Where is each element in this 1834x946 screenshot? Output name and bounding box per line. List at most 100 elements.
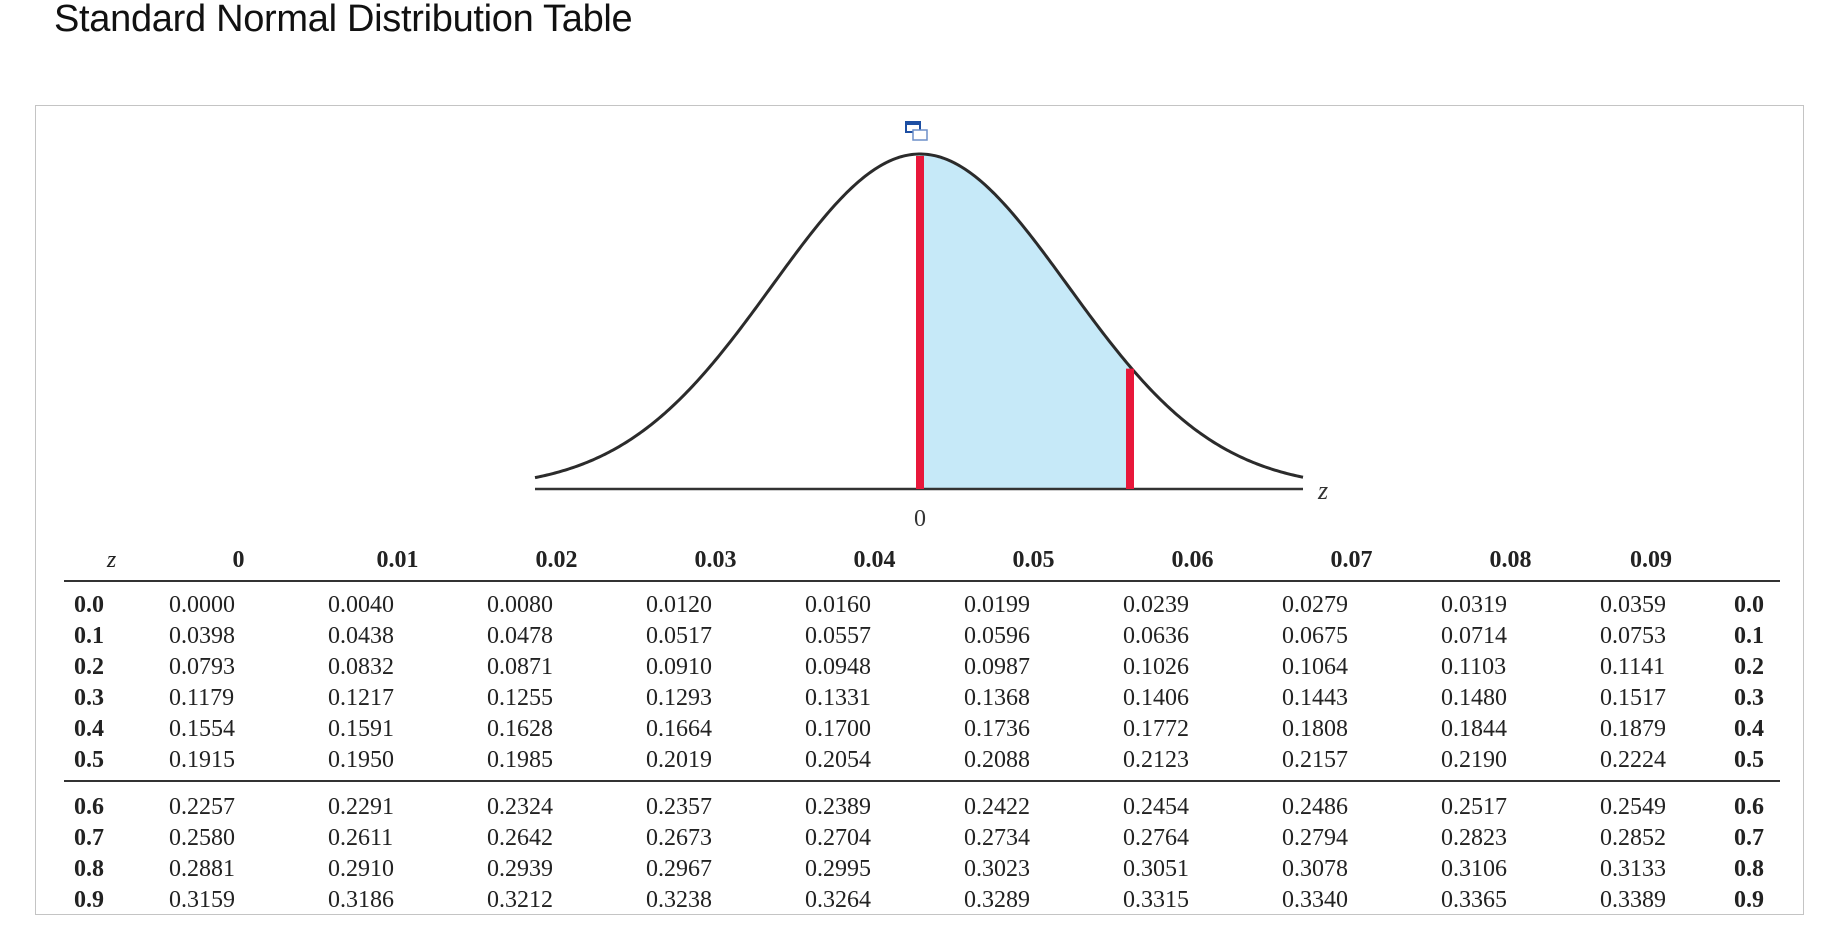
table-cell: 0.2704 [805,825,871,851]
table-cell: 0.2764 [1123,825,1189,851]
table-cell: 0.0793 [169,654,235,680]
table-cell: 0.1736 [964,716,1030,742]
table-cell: 0.2054 [795,745,954,782]
table-cell: 0.2324 [487,794,553,820]
table-row: 0.9 0.3159 0.3186 0.3212 0.3238 0.3264 0.3289 0… [64,885,1780,916]
table-cell: 0.2939 [487,856,553,882]
table-cell: 0.1950 [318,745,477,782]
table-cell: 0.3238 [646,887,712,913]
row-z-label: 0.1 [74,623,104,649]
table-cell: 0.0557 [805,623,871,649]
table-cell: 0.0080 [487,592,553,618]
column-header: 0.08 [1489,547,1532,573]
row-z-label-right: 0.8 [1734,856,1764,882]
table-cell: 0.2967 [646,856,712,882]
table-cell: 0.3340 [1282,887,1348,913]
table-cell: 0.0636 [1123,623,1189,649]
column-header: 0.02 [535,547,578,573]
table-cell: 0.1217 [328,685,394,711]
table-cell: 0.2422 [964,794,1030,820]
table-row: 0.0 0.0000 0.0040 0.0080 0.0120 0.0160 0.0199 0… [64,581,1780,621]
table-cell: 0.0478 [487,623,553,649]
table-cell: 0.3133 [1600,856,1666,882]
table-cell: 0.2486 [1282,794,1348,820]
table-cell: 0.2190 [1431,745,1590,782]
row-z-label: 0.2 [74,654,104,680]
table-cell: 0.1141 [1600,654,1666,680]
table-cell: 0.0359 [1600,592,1666,618]
row-z-label: 0.9 [74,887,104,913]
table-cell: 0.2910 [328,856,394,882]
table-row: 0.5 0.1915 0.1950 0.1985 0.2019 0.2054 0.2088 0… [64,745,1780,782]
row-z-label-right: 0.7 [1734,825,1764,851]
table-cell: 0.0871 [487,654,553,680]
table-cell: 0.2157 [1272,745,1431,782]
table-cell: 0.1628 [487,716,553,742]
z-table: z 0 0.01 0.02 0.03 0.04 0.05 0.06 0.07 0… [64,540,1780,916]
table-cell: 0.0596 [964,623,1030,649]
table-cell: 0.2673 [646,825,712,851]
table-cell: 0.3186 [328,887,394,913]
table-cell: 0.2088 [954,745,1113,782]
table-cell: 0.1517 [1600,685,1666,711]
table-cell: 0.2734 [964,825,1030,851]
table-cell: 0.0040 [328,592,394,618]
table-cell: 0.0000 [169,592,235,618]
table-cell: 0.1772 [1123,716,1189,742]
table-cell: 0.0714 [1441,623,1507,649]
shaded-area [920,154,1130,489]
table-cell: 0.2454 [1123,794,1189,820]
table-cell: 0.0948 [805,654,871,680]
table-cell: 0.1103 [1441,654,1507,680]
table-row: 0.3 0.1179 0.1217 0.1255 0.1293 0.1331 0.1368 0… [64,683,1780,714]
row-z-label: 0.4 [74,716,104,742]
table-cell: 0.0160 [805,592,871,618]
mean-label: 0 [914,506,926,532]
column-header: 0.09 [1630,547,1672,573]
table-cell: 0.3212 [487,887,553,913]
table-cell: 0.3023 [964,856,1030,882]
table-cell: 0.3264 [805,887,871,913]
normal-curve-figure: z 0 [534,152,1328,532]
table-cell: 0.2794 [1282,825,1348,851]
table-cell: 0.1808 [1282,716,1348,742]
table-cell: 0.1255 [487,685,553,711]
table-cell: 0.1406 [1123,685,1189,711]
column-header: 0.07 [1330,547,1373,573]
table-cell: 0.2224 [1590,745,1712,782]
table-cell: 0.2580 [169,825,235,851]
table-cell: 0.0910 [646,654,712,680]
table-cell: 0.1443 [1282,685,1348,711]
table-cell: 0.1985 [477,745,636,782]
column-header: 0 [232,547,245,573]
table-cell: 0.1026 [1123,654,1189,680]
table-cell: 0.1915 [159,745,318,782]
table-cell: 0.1664 [646,716,712,742]
table-cell: 0.2257 [169,794,235,820]
table-cell: 0.2019 [636,745,795,782]
table-cell: 0.2995 [805,856,871,882]
table-cell: 0.3315 [1123,887,1189,913]
table-cell: 0.1331 [805,685,871,711]
table-cell: 0.0675 [1282,623,1348,649]
table-cell: 0.0199 [964,592,1030,618]
table-cell: 0.3389 [1600,887,1666,913]
table-row: 0.8 0.2881 0.2910 0.2939 0.2967 0.2995 0.3023 0… [64,854,1780,885]
table-cell: 0.1591 [328,716,394,742]
table-cell: 0.3289 [964,887,1030,913]
table-cell: 0.2291 [328,794,394,820]
table-cell: 0.1844 [1441,716,1507,742]
table-cell: 0.3159 [169,887,235,913]
expand-image-icon[interactable] [905,121,929,143]
row-z-label-right: 0.2 [1734,654,1764,680]
table-cell: 0.2517 [1441,794,1507,820]
table-cell: 0.0120 [646,592,712,618]
table-cell: 0.1480 [1441,685,1507,711]
table-cell: 0.2642 [487,825,553,851]
table-row: 0.2 0.0793 0.0832 0.0871 0.0910 0.0948 0.0987 0… [64,652,1780,683]
table-cell: 0.1554 [169,716,235,742]
table-cell: 0.3051 [1123,856,1189,882]
table-cell: 0.2123 [1113,745,1272,782]
row-z-label: 0.3 [74,685,104,711]
table-header-row: z 0 0.01 0.02 0.03 0.04 0.05 0.06 0.07 0… [64,540,1780,581]
